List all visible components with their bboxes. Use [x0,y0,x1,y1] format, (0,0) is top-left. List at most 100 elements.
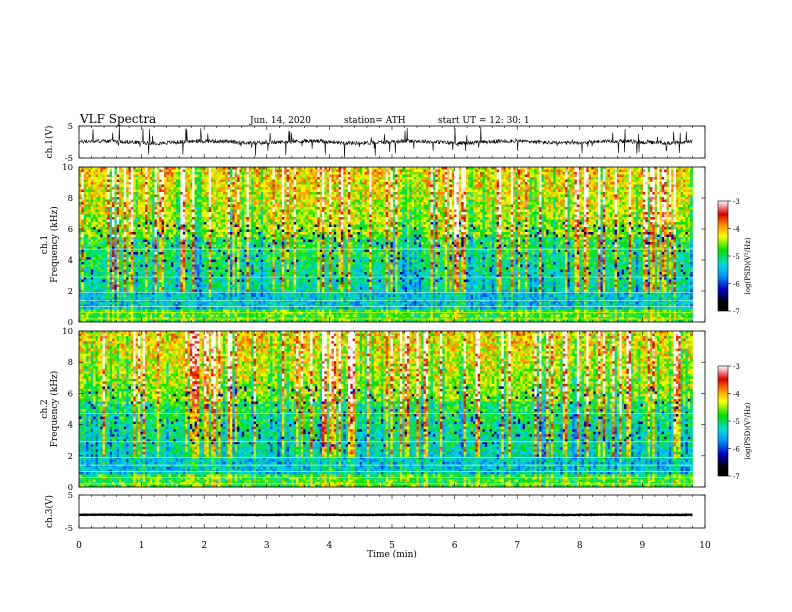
spectrogram-cell [204,232,207,235]
spectrogram-cell [206,297,209,300]
spectrogram-cell [195,297,198,300]
spectrogram-cell [107,280,110,283]
spectrogram-cell [155,232,158,235]
spectrogram-cell [157,200,160,203]
spectrogram-cell [225,240,228,243]
spectrogram-cell [204,242,207,245]
spectrogram-cell [100,197,103,200]
spectrogram-cell [155,225,158,228]
spectrogram-cell [258,172,261,175]
spectrogram-cell [112,272,115,275]
spectrogram-cell [225,180,228,183]
spectrogram-cell [228,270,231,273]
spectrogram-cell [103,180,106,183]
spectrogram-cell [256,225,259,228]
spectrogram-cell [218,222,221,225]
spectrogram-cell [136,282,139,285]
spectrogram-cell [218,310,221,313]
spectrogram-cell [244,170,247,173]
spectrogram-cell [247,280,250,283]
spectrogram-cell [213,202,216,205]
spectrogram-cell [209,187,212,190]
spectrogram-cell [131,305,134,308]
spectrogram-cell [117,227,120,230]
spectrogram-cell [136,295,139,298]
spectrogram-cell [121,177,124,180]
spectrogram-cell [251,200,254,203]
spectrogram-cell [105,265,108,268]
spectrogram-cell [121,285,124,288]
spectrogram-cell [221,175,224,178]
spectrogram-cell [96,262,99,265]
spectrogram-cell [126,225,129,228]
spectrogram-cell [124,250,127,253]
spectrogram-cell [166,305,169,308]
spectrogram-cell [225,175,228,178]
spectrogram-cell [235,297,238,300]
spectrogram-cell [143,310,146,313]
spectrogram-cell [195,277,198,280]
spectrogram-cell [209,315,212,318]
spectrogram-cell [180,170,183,173]
spectrogram-cell [190,222,193,225]
spectrogram-cell [88,252,91,255]
spectrogram-cell [103,202,106,205]
spectrogram-cell [164,170,167,173]
spectrogram-cell [258,287,261,290]
spectrogram-cell [164,252,167,255]
spectrogram-cell [105,235,108,238]
spectrogram-cell [103,232,106,235]
spectrogram-cell [192,195,195,198]
spectrogram-cell [119,230,122,233]
spectrogram-cell [183,227,186,230]
spectrogram-cell [211,260,214,263]
spectrogram-cell [140,215,143,218]
spectrogram-cell [202,297,205,300]
spectrogram-cell [155,207,158,210]
spectrogram-cell [244,215,247,218]
spectrogram-cell [239,230,242,233]
spectrogram-cell [164,242,167,245]
spectrogram-cell [124,200,127,203]
spectrogram-cell [98,305,101,308]
spectrogram-cell [157,210,160,213]
spectrogram-cell [88,222,91,225]
spectrogram-cell [221,277,224,280]
spectrogram-cell [173,205,176,208]
spectrogram-cell [145,187,148,190]
spectrogram-cell [133,265,136,268]
spectrogram-cell [237,250,240,253]
spectrogram-cell [216,170,219,173]
spectrogram-cell [204,217,207,220]
spectrogram-cell [88,167,91,170]
spectrogram-cell [93,222,96,225]
spectrogram-cell [263,197,266,200]
spectrogram-cell [263,220,266,223]
spectrogram-cell [96,232,99,235]
spectrogram-cell [114,287,117,290]
spectrogram-cell [117,252,120,255]
spectrogram-cell [183,210,186,213]
spectrogram-cell [232,217,235,220]
spectrogram-cell [88,262,91,265]
spectrogram-cell [152,282,155,285]
spectrogram-cell [211,305,214,308]
spectrogram-cell [202,190,205,193]
spectrogram-cell [247,170,250,173]
spectrogram-cell [91,232,94,235]
spectrogram-cell [251,290,254,293]
spectrogram-cell [216,242,219,245]
spectrogram-cell [216,265,219,268]
spectrogram-cell [261,310,264,313]
spectrogram-cell [147,220,150,223]
spectrogram-cell [91,255,94,258]
spectrogram-cell [190,200,193,203]
spectrogram-cell [178,212,181,215]
spectrogram-cell [159,227,162,230]
spectrogram-cell [171,227,174,230]
spectrogram-cell [244,185,247,188]
spectrogram-cell [204,250,207,253]
spectrogram-cell [261,232,264,235]
spectrogram-cell [145,245,148,248]
spectrogram-cell [232,307,235,310]
